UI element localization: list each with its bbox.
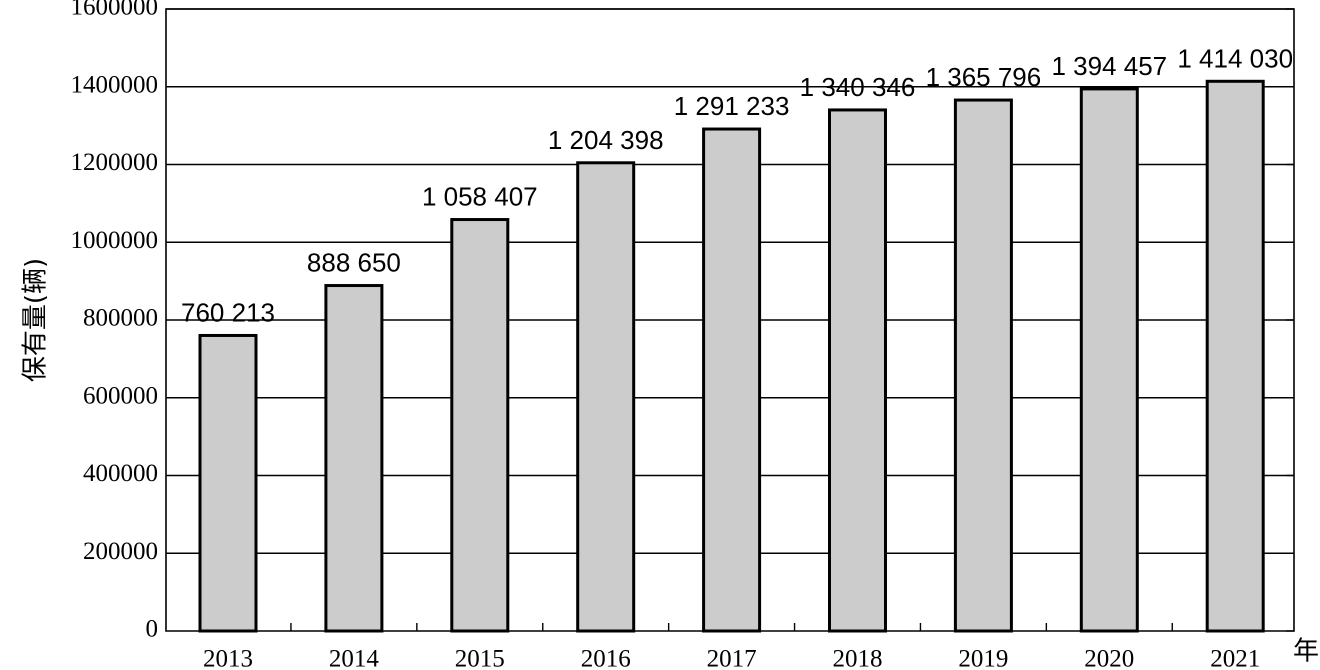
data-label-2015: 1 058 407 bbox=[422, 182, 538, 212]
data-label-2013: 760 213 bbox=[181, 297, 275, 327]
data-label-2016: 1 204 398 bbox=[548, 125, 664, 155]
y-axis-title: 保有量(辆) bbox=[21, 258, 51, 382]
y-tick-label: 600000 bbox=[83, 382, 158, 409]
data-label-2014: 888 650 bbox=[307, 248, 401, 278]
data-label-2017: 1 291 233 bbox=[674, 91, 790, 121]
data-label-2021: 1 414 030 bbox=[1177, 43, 1293, 73]
data-label-2019: 1 365 796 bbox=[926, 62, 1042, 92]
x-tick-labels: 2013 2014 2015 2016 2017 2018 2019 2020 2021 bbox=[203, 646, 1260, 670]
bar-2018 bbox=[828, 108, 887, 633]
bar-2017 bbox=[702, 127, 762, 633]
x-tick-label-2014: 2014 bbox=[329, 646, 380, 670]
data-label-2018: 1 340 346 bbox=[800, 72, 916, 102]
data-label-2020: 1 394 457 bbox=[1051, 51, 1167, 81]
y-tick-label: 1200000 bbox=[71, 149, 159, 176]
y-tick-label: 200000 bbox=[83, 538, 158, 565]
y-tick-label: 1400000 bbox=[71, 71, 159, 98]
y-tick-label: 400000 bbox=[83, 460, 158, 487]
y-tick-label: 800000 bbox=[83, 305, 158, 332]
x-tick-label-2017: 2017 bbox=[707, 646, 757, 670]
x-tick-label-2019: 2019 bbox=[958, 646, 1008, 670]
y-tick-label: 0 bbox=[146, 616, 159, 643]
data-labels: 760 213 888 650 1 058 407 1 204 398 1 291 23… bbox=[181, 43, 1293, 327]
bar-2020 bbox=[1079, 87, 1139, 633]
bar-2016 bbox=[576, 161, 636, 633]
bar-2019 bbox=[953, 98, 1013, 633]
bar-2014 bbox=[324, 284, 384, 633]
y-tick-label: 1600000 bbox=[71, 0, 159, 21]
x-tick-label-2018: 2018 bbox=[833, 646, 883, 670]
y-tick-label: 1000000 bbox=[71, 227, 159, 254]
bars bbox=[198, 79, 1265, 633]
axes bbox=[165, 8, 1295, 632]
bar-2021 bbox=[1205, 79, 1265, 633]
x-tick-label-2020: 2020 bbox=[1084, 646, 1134, 670]
x-tick-label-2013: 2013 bbox=[203, 646, 253, 670]
x-tick-label-2015: 2015 bbox=[455, 646, 505, 670]
x-tick-label-2016: 2016 bbox=[581, 646, 631, 670]
bar-2013 bbox=[198, 333, 258, 633]
y-tick-labels: 0 200000 400000 600000 800000 1000000 1200000 1… bbox=[71, 0, 159, 643]
x-axis-title: 年 bbox=[1293, 637, 1319, 667]
x-tick-label-2021: 2021 bbox=[1210, 646, 1260, 670]
bar-2015 bbox=[450, 218, 510, 633]
